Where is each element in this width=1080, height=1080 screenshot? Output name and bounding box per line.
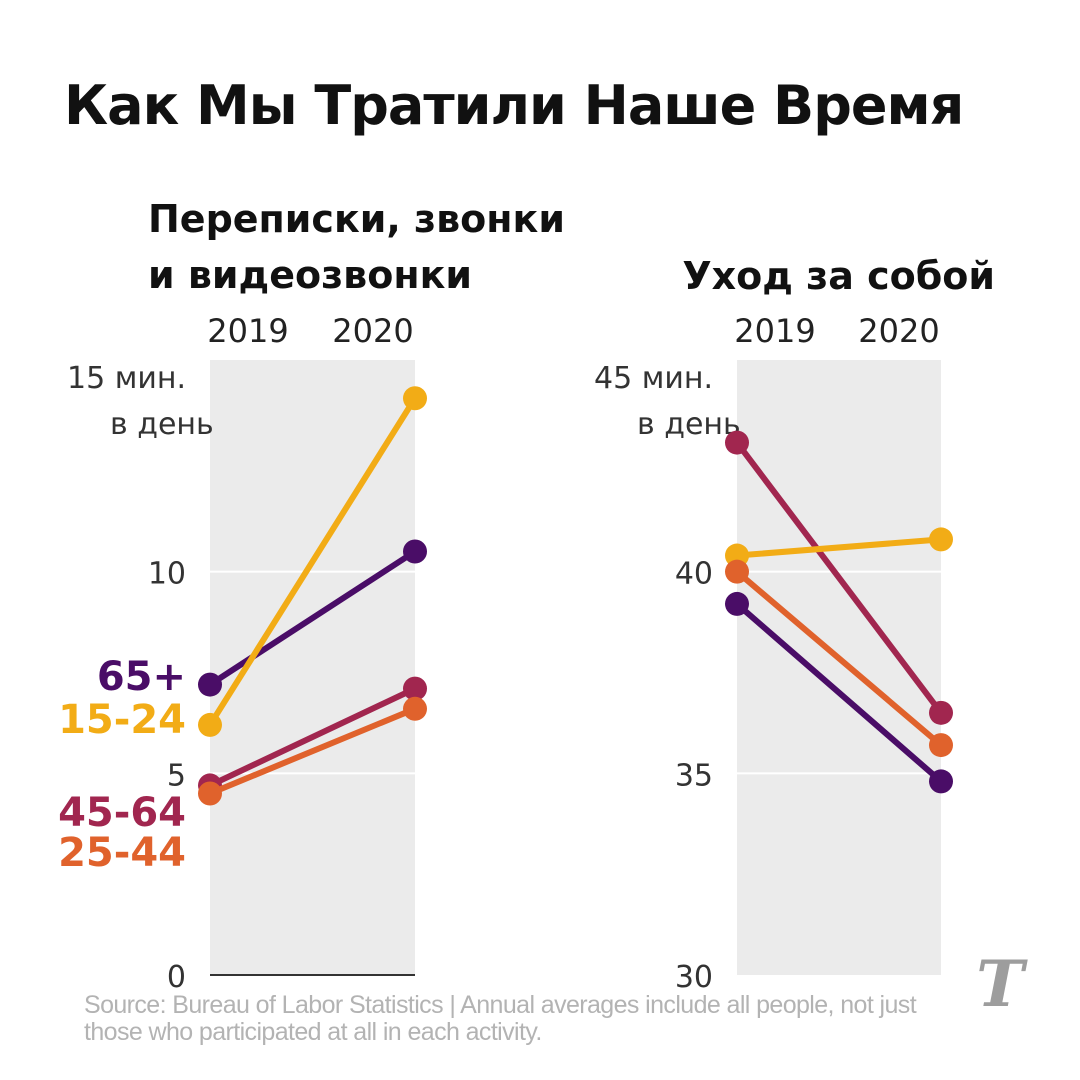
legend-label-15-24: 15-24 [58,697,186,743]
series-line-25-44 [207,705,418,797]
series-line-65+ [734,600,944,785]
point-15-24-2019 [198,712,222,737]
chart-1-x-label: 2020 [858,312,939,350]
chart-0-y-tick: 0 [167,960,186,995]
point-45-64-2019 [725,430,749,455]
chart-0-y-tick: 5 [167,758,186,793]
point-25-44-2020 [403,696,427,721]
point-15-24-2020 [929,527,953,552]
point-15-24-2020 [403,386,427,411]
series-line-65+ [207,548,418,688]
series-line-25-44 [734,568,944,749]
chart-1-y-unit: в день [637,407,741,442]
source-note: Source: Bureau of Labor Statistics | Ann… [84,991,917,1046]
point-65+-2019 [725,591,749,616]
chart-0-title: и видеозвонки [148,253,472,297]
series-line-15-24 [734,536,944,559]
chart-1-y-tick: 45 мин. [594,361,713,396]
legend-label-45-64: 45-64 [58,790,186,836]
point-25-44-2020 [929,733,953,758]
chart-1-y-tick: 30 [675,960,713,995]
chart-0-y-unit: в день [110,407,214,442]
chart-0-x-label: 2019 [207,312,288,350]
nyt-logo-icon: T [976,947,1024,1022]
legend-label-25-44: 25-44 [58,830,186,876]
page-title: Как Мы Тратили Наше Время [64,74,964,137]
chart-1-title: Уход за собой [682,254,995,298]
chart-1-y-tick: 40 [675,557,713,592]
chart-0-x-label: 2020 [332,312,413,350]
legend-label-65+: 65+ [97,654,186,700]
point-25-44-2019 [725,559,749,584]
series-line-45-64 [207,685,418,789]
series-line-15-24 [207,395,418,728]
chart-1-y-tick: 35 [675,758,713,793]
point-65+-2020 [403,539,427,564]
chart-0-y-tick: 15 мин. [67,361,186,396]
point-45-64-2020 [929,700,953,725]
chart-0-title: Переписки, звонки [148,197,565,241]
point-45-64-2020 [403,676,427,701]
series-line-45-64 [734,439,944,716]
point-25-44-2019 [198,781,222,806]
chart-0-y-tick: 10 [148,557,186,592]
point-65+-2020 [929,769,953,794]
point-65+-2019 [198,672,222,697]
chart-1-x-label: 2019 [734,312,815,350]
